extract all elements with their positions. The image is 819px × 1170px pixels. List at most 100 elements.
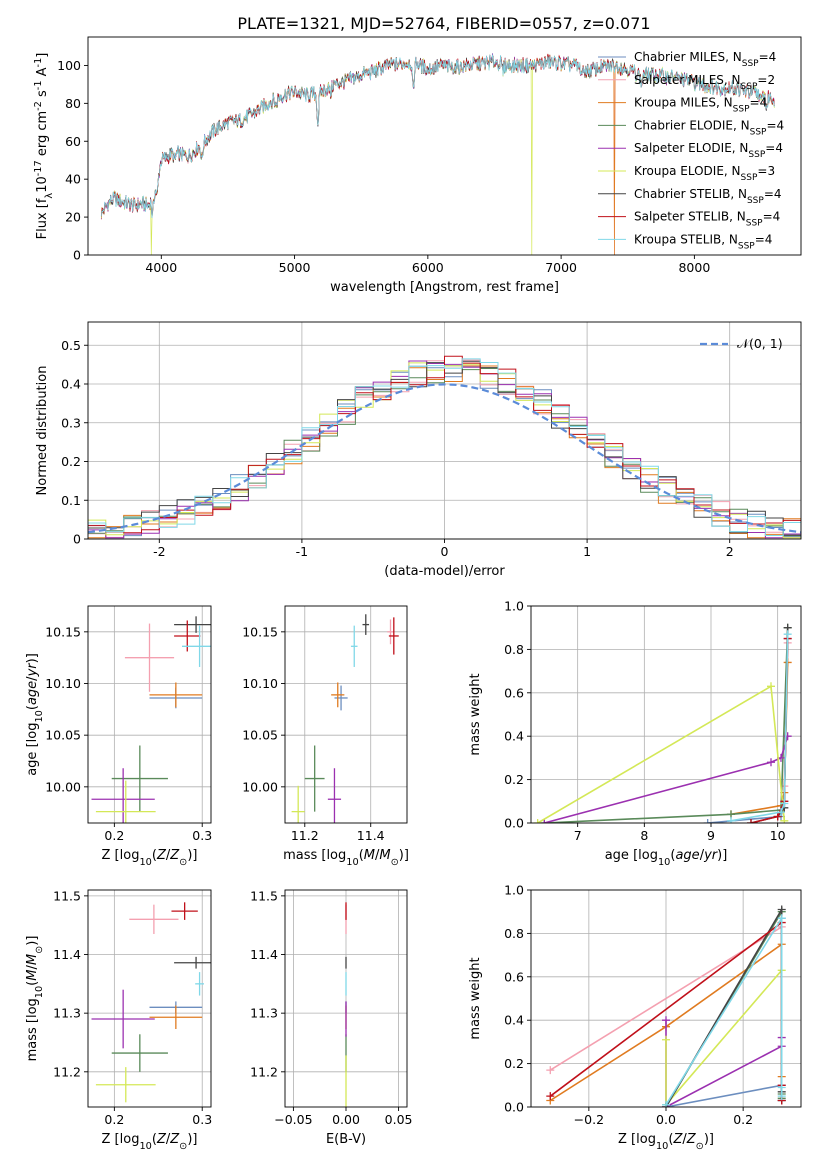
- weight-line-series-8: [665, 915, 783, 1106]
- x-tick-label: 0.2: [104, 828, 124, 843]
- weight-marker: [767, 682, 775, 691]
- residual-histograms: [88, 355, 801, 539]
- axes-frame: [530, 605, 802, 824]
- y-tick-label: 0.2: [61, 454, 81, 469]
- errorbar-point-series-6: [362, 614, 370, 635]
- weight-line-series-3: [544, 627, 789, 823]
- x-axis-label: Z [log10(Z/Z⊙)]: [102, 1132, 198, 1152]
- y-tick-label: 10.00: [45, 779, 81, 794]
- spectrum-legend: Chabrier MILES, NSSP=4 Salpeter MILES, NS…: [598, 50, 784, 251]
- y-tick-label: 11.2: [250, 1064, 278, 1079]
- errorbar-point-series-5: [95, 780, 156, 823]
- y-tick-label: 0.0: [504, 1100, 524, 1115]
- weight-marker: [546, 1092, 555, 1101]
- x-tick-label: 6000: [412, 260, 444, 275]
- errorbar-point-series-3: [111, 1034, 168, 1072]
- x-axis-label: E(B-V): [326, 1132, 366, 1147]
- x-tick-label: 0.2: [733, 1112, 753, 1127]
- panels: 4000 5000 6000 7000 8000020406080100waveleng…: [25, 36, 802, 1152]
- errorbar-point-series-5: [95, 1067, 156, 1103]
- y-tick-label: 10.05: [242, 728, 278, 743]
- mass_vs_ebv-panel: −0.05 0.00 0.05 11.2 11.3 11.4 11.5 E(B-V): [250, 888, 412, 1147]
- weight-marker: [727, 816, 735, 823]
- x-tick-label: 7000: [545, 260, 577, 275]
- x-axis-label: age [log10(age/yr)]: [605, 848, 728, 868]
- x-tick-label: 0.2: [104, 1112, 124, 1127]
- legend-label: Chabrier ELODIE, NSSP=4: [634, 118, 784, 137]
- legend-label: Chabrier MILES, NSSP=4: [634, 50, 776, 69]
- x-tick-label: 1: [583, 544, 591, 559]
- x-tick-label: 4000: [145, 260, 177, 275]
- x-tick-label: 0.00: [332, 1112, 360, 1127]
- x-tick-label: 0.3: [192, 1112, 212, 1127]
- weight-line-series-8: [730, 634, 789, 822]
- errorbar-point-series-8: [350, 625, 358, 667]
- y-tick-label: 0.2: [504, 1056, 524, 1071]
- x-tick-label: 2: [726, 544, 734, 559]
- histogram-series-8: [88, 358, 801, 539]
- y-tick-label: 0.6: [504, 969, 524, 984]
- y-tick-label: 10.15: [242, 624, 278, 639]
- y-tick-label: 11.5: [250, 888, 278, 903]
- y-tick-label: 0: [73, 532, 81, 547]
- y-tick-label: 0.8: [504, 926, 524, 941]
- legend-label: Salpeter MILES, NSSP=2: [634, 73, 775, 92]
- y-tick-label: 0.4: [61, 377, 81, 392]
- x-tick-label: 8: [640, 828, 648, 843]
- y-tick-label: 0.8: [504, 642, 524, 657]
- weight-marker: [546, 1066, 555, 1075]
- x-tick-label: 9: [707, 828, 715, 843]
- x-tick-label: 0.3: [192, 828, 212, 843]
- y-tick-label: 11.4: [53, 947, 81, 962]
- age_vs_Z-panel: 0.2 0.3 10.00 10.05 10.10 10.15 Z [log10(Z/Z⊙)…: [25, 605, 212, 868]
- y-tick-label: 11.2: [53, 1064, 81, 1079]
- y-tick-label: 40: [65, 172, 81, 187]
- legend-label: Kroupa MILES, NSSP=4: [634, 96, 767, 115]
- axes-frame: [87, 36, 802, 256]
- errorbar-point-series-0: [334, 685, 348, 711]
- y-tick-label: 10.10: [45, 676, 81, 691]
- weight-marker: [747, 819, 755, 823]
- y-axis-label: Flux [fλ10-17 erg cm-2 s-1 A-1]: [33, 53, 55, 240]
- x-tick-label: 8000: [678, 260, 710, 275]
- errorbar-point-series-2: [149, 682, 203, 708]
- y-tick-label: 1.0: [504, 599, 524, 614]
- normal-reference-curve: [88, 383, 801, 534]
- weight-marker: [533, 819, 542, 823]
- weight-marker: [662, 1016, 670, 1025]
- x-tick-label: -1: [296, 544, 308, 559]
- mass_vs_Z-panel: 0.2 0.3 11.2 11.3 11.4 11.5 Z [log10(Z/Z⊙)] mas…: [25, 888, 212, 1152]
- weight-marker: [540, 819, 549, 823]
- y-tick-label: 0.3: [61, 415, 81, 430]
- errorbar-point-series-1: [124, 623, 175, 692]
- axes-frame: [284, 605, 408, 824]
- weight_vs_Z-lines: [546, 905, 786, 1107]
- y-axis-label: mass weight: [468, 673, 483, 755]
- y-tick-label: 0.2: [504, 772, 524, 787]
- weight-marker: [780, 816, 789, 823]
- spectrum-line-series-8: [100, 54, 775, 219]
- age_vs_mass-panel: 11.2 11.4 10.00 10.05 10.10 10.15 mass [log10(…: [242, 605, 409, 868]
- weight_vs_Z-panel: −0.2 0.0 0.2 0.0 0.2 0.4 0.6 0.8 1.0 Z [log10(Z/Z…: [468, 883, 802, 1152]
- errorbar-point-series-2: [149, 1005, 203, 1029]
- errorbar-point-series-3: [304, 745, 325, 812]
- weight-marker: [777, 905, 786, 914]
- weight-marker: [662, 1100, 670, 1107]
- legend-label: Salpeter ELODIE, NSSP=4: [634, 141, 783, 160]
- y-axis-label: mass weight: [468, 957, 483, 1039]
- weight-marker: [773, 812, 782, 821]
- y-tick-label: 0.4: [504, 1013, 524, 1028]
- x-tick-label: −0.05: [274, 1112, 312, 1127]
- weight-marker: [780, 799, 789, 808]
- weight_vs_age-panel: 7 8 9 10 0.0 0.2 0.4 0.6 0.8 1.0 age [log10(age/yr…: [468, 599, 802, 868]
- y-tick-label: 0.0: [504, 816, 524, 831]
- y-tick-label: 80: [65, 96, 81, 111]
- legend-label: Salpeter STELIB, NSSP=4: [634, 210, 780, 229]
- errorbar-point-series-1: [387, 619, 394, 645]
- y-tick-label: 60: [65, 134, 81, 149]
- y-tick-label: 10.00: [242, 779, 278, 794]
- y-tick-label: 10.05: [45, 728, 81, 743]
- weight_vs_age-lines: [533, 623, 792, 823]
- errorbar-point-series-5: [291, 785, 305, 823]
